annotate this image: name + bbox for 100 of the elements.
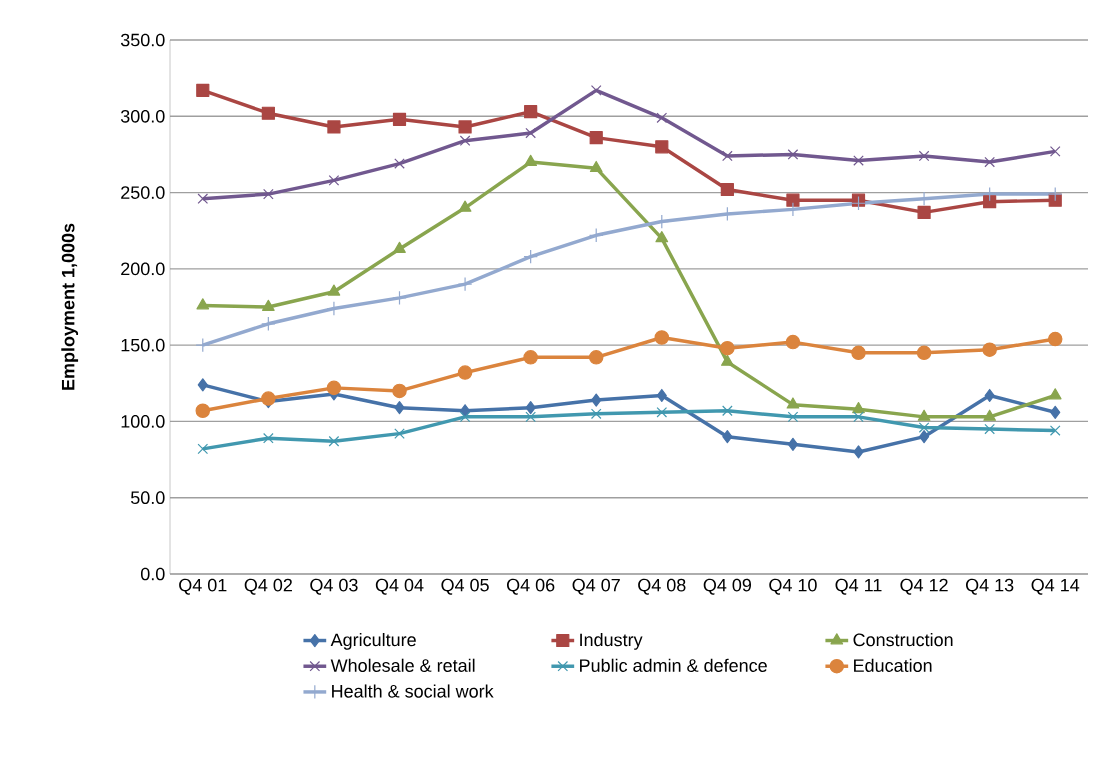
point [787, 437, 799, 451]
x-tick-label: Q4 06 [506, 578, 555, 595]
point [785, 334, 801, 350]
y-tick-label: 200.0 [121, 262, 165, 276]
point [983, 195, 997, 209]
point [916, 345, 932, 361]
point [589, 131, 603, 145]
legend-label: Agriculture [330, 633, 416, 650]
point [654, 330, 670, 345]
y-axis-title: Employment 1,000s [61, 223, 79, 390]
point [327, 120, 341, 134]
x-tick-label: Q4 03 [310, 578, 358, 595]
point [918, 150, 930, 162]
point [328, 435, 340, 447]
legend-label: Industry [580, 633, 643, 650]
x-tick-label: Q4 08 [638, 578, 686, 595]
point [720, 354, 734, 366]
x-tick-label: Q4 10 [769, 578, 817, 595]
point [787, 149, 799, 160]
point [525, 127, 536, 139]
point [853, 411, 864, 423]
x-tick-label: Q4 04 [375, 578, 424, 595]
point [328, 175, 340, 186]
point [394, 401, 405, 415]
point [982, 342, 997, 357]
point [720, 340, 735, 356]
point [851, 195, 866, 211]
point [917, 205, 931, 219]
point [591, 393, 602, 407]
point [197, 193, 209, 204]
point [263, 432, 274, 444]
point [524, 154, 538, 166]
point [588, 350, 604, 365]
point [392, 112, 407, 126]
point [853, 445, 864, 459]
x-tick-label: Q4 12 [900, 578, 948, 595]
point [984, 388, 995, 403]
point [458, 200, 472, 212]
point [656, 388, 667, 403]
point [393, 241, 406, 253]
x-tick-label: Q4 14 [1031, 578, 1080, 595]
point [656, 112, 668, 124]
point [394, 428, 405, 439]
legend-label: Education [854, 658, 932, 672]
x-tick-label: Q4 11 [835, 578, 882, 595]
point [1049, 425, 1061, 436]
point [1048, 388, 1062, 400]
point [525, 401, 536, 415]
y-tick-label: 50.0 [130, 491, 165, 505]
y-tick-label: 150.0 [121, 338, 165, 352]
y-tick-label: 250.0 [121, 186, 165, 199]
point [656, 406, 668, 418]
legend-label: Wholesale & retail [330, 658, 475, 672]
point [786, 397, 800, 409]
point [196, 83, 210, 97]
x-tick-label: Q4 02 [244, 578, 292, 595]
x-tick-label: Q4 13 [965, 578, 1014, 595]
point [195, 337, 211, 353]
point [786, 193, 800, 207]
point [984, 156, 995, 168]
point [523, 249, 538, 264]
point [523, 350, 538, 365]
point [787, 411, 799, 423]
point [984, 423, 995, 435]
point [196, 298, 210, 310]
y-tick-label: 300.0 [120, 109, 165, 123]
point [394, 158, 405, 169]
point [195, 403, 211, 419]
point [326, 380, 342, 396]
x-tick-label: Q4 09 [703, 578, 752, 595]
point [1047, 331, 1063, 347]
x-tick-label: Q4 05 [441, 578, 489, 595]
point [261, 299, 275, 311]
point [983, 409, 997, 421]
point [851, 345, 866, 361]
point [590, 85, 602, 96]
point [459, 411, 471, 423]
x-tick-label: Q4 01 [179, 578, 227, 595]
point [722, 430, 733, 444]
point [918, 430, 930, 444]
point [852, 401, 865, 414]
point [525, 411, 536, 423]
x-tick-label: Q4 07 [572, 578, 620, 595]
point [918, 422, 930, 433]
point [590, 408, 602, 420]
point [1050, 405, 1061, 419]
point [261, 391, 276, 406]
point [722, 405, 733, 417]
point [459, 135, 471, 147]
point [524, 105, 538, 119]
point [655, 231, 669, 243]
point [392, 290, 407, 306]
y-tick-label: 100.0 [121, 415, 165, 428]
point [457, 365, 473, 380]
point [917, 409, 931, 421]
point [392, 383, 407, 399]
point [261, 106, 275, 120]
y-tick-label: 0.0 [140, 567, 165, 581]
y-tick-label: 350.0 [120, 33, 165, 47]
point [327, 284, 341, 296]
